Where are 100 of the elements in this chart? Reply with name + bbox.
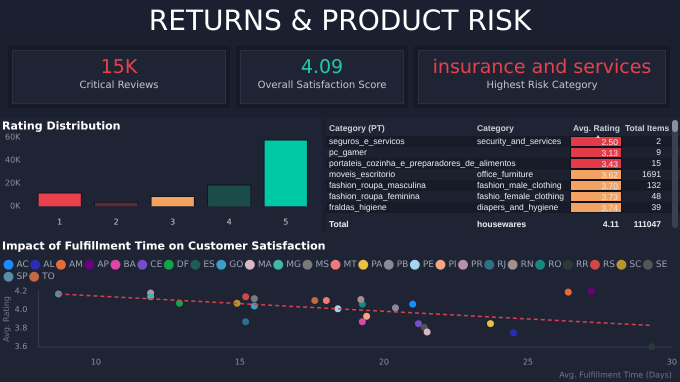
y-tick-label: 20K (4, 178, 22, 188)
y-tick-label: 4.2 (14, 286, 28, 296)
point (648, 343, 656, 350)
text: 111047 (632, 218, 662, 231)
text: 15 (650, 158, 662, 169)
text: 3.73 (570, 191, 622, 202)
point (424, 328, 431, 336)
text: security_and_services (476, 136, 562, 147)
point (322, 296, 330, 304)
x-tick-label: 15 (234, 358, 246, 367)
text: diapers_and_hygiene (476, 202, 560, 213)
x-tick-label: 20 (378, 358, 390, 367)
text: fraldas_higiene (328, 202, 388, 213)
legend-label: RS (602, 260, 616, 270)
chart-title: Impact of Fulfillment Time on Customer Satisfaction (2, 239, 326, 252)
legend-label: RN (520, 260, 534, 270)
point (510, 329, 518, 336)
text: 3.13 (570, 147, 622, 158)
x-tick-label: 1 (57, 217, 62, 226)
category-label: Avg. Rating (572, 123, 621, 133)
point (357, 296, 364, 304)
text: 2.50 (570, 136, 622, 147)
text: portateis_cozinha_e_preparadores_de_alimentos (328, 158, 516, 169)
text: 3.62 (570, 169, 622, 180)
text: fashio_female_clothing (476, 191, 565, 202)
legend-label: AM (68, 260, 83, 270)
text: 2 (655, 136, 662, 147)
legend-label: RO (548, 260, 562, 270)
legend-label: MA (258, 260, 273, 270)
text: 9 (655, 147, 662, 158)
y-axis-title: Avg. Rating (2, 296, 11, 342)
text: RETURNS & PRODUCT RISK (148, 3, 533, 39)
category-label: Total Items (624, 123, 670, 133)
text: insurance and services (432, 55, 652, 78)
text: 4.11 (602, 218, 620, 231)
legend-label: TO (41, 272, 55, 282)
legend-label: PR (471, 260, 483, 270)
point (358, 318, 366, 326)
legend-label: SC (629, 260, 642, 270)
point (564, 288, 572, 296)
legend-label: PE (422, 260, 434, 270)
legend-label: PI (448, 260, 457, 270)
x-tick-label: 10 (90, 358, 102, 367)
legend-label: MS (315, 260, 330, 270)
text: housewares (476, 218, 528, 231)
text: 1691 (641, 169, 662, 180)
legend-label: SE (656, 260, 668, 270)
legend-label: AL (43, 260, 54, 270)
legend-label: SP (16, 272, 28, 282)
legend-label: AP (97, 260, 110, 270)
text: 3.70 (570, 180, 622, 191)
text: 48 (650, 191, 662, 202)
legend-label: CE (150, 260, 163, 270)
point (392, 304, 399, 312)
text: moveis_escritorio (328, 169, 396, 180)
x-tick-label: 2 (114, 217, 119, 226)
point (486, 320, 494, 328)
text: 15K (100, 55, 138, 78)
text: 3.74 (570, 202, 622, 213)
point (250, 295, 258, 302)
point (242, 293, 250, 300)
y-tick-label: 40K (4, 155, 22, 164)
point (588, 288, 595, 295)
y-tick-label: 0K (10, 201, 22, 210)
x-tick-label: 30 (666, 358, 678, 367)
text: Highest Risk Category (485, 80, 599, 91)
category-label: Category (PT) (328, 123, 386, 133)
text: 132 (646, 180, 662, 191)
y-tick-label: 4.0 (14, 304, 28, 314)
legend-label: PA (371, 260, 384, 270)
legend-label: AC (16, 260, 29, 270)
text: fashion_roupa_masculina (328, 180, 427, 191)
point (409, 300, 416, 308)
point (414, 320, 422, 328)
legend-label: RR (576, 260, 588, 270)
y-tick-label: 60K (4, 132, 22, 142)
legend-label: GO (229, 260, 244, 270)
text: seguros_e_servicos (328, 136, 406, 147)
text: pc_gamer (328, 147, 368, 158)
x-tick-label: 4 (226, 217, 232, 226)
text: Overall Satisfaction Score (256, 80, 388, 91)
point (363, 312, 370, 320)
text: 39 (650, 202, 662, 213)
text: 3.43 (570, 158, 622, 169)
category-label: Category (476, 123, 515, 133)
x-tick-label: 3 (170, 217, 176, 226)
point (242, 318, 250, 326)
chart-title: Rating Distribution (2, 119, 120, 132)
y-tick-label: 3.8 (14, 323, 28, 332)
y-tick-label: 3.6 (14, 342, 28, 351)
text: office_furniture (476, 169, 534, 180)
text: fashion_roupa_feminina (328, 191, 421, 202)
x-tick-label: 5 (283, 217, 288, 226)
legend-label: MT (343, 260, 358, 270)
legend-label: BA (123, 260, 137, 270)
text: 4.09 (300, 55, 344, 78)
legend-label: ES (203, 260, 216, 270)
legend-label: DF (176, 260, 189, 270)
x-axis-title: Avg. Fulfillment Time (Days) (559, 370, 672, 380)
text: Total (328, 218, 350, 231)
